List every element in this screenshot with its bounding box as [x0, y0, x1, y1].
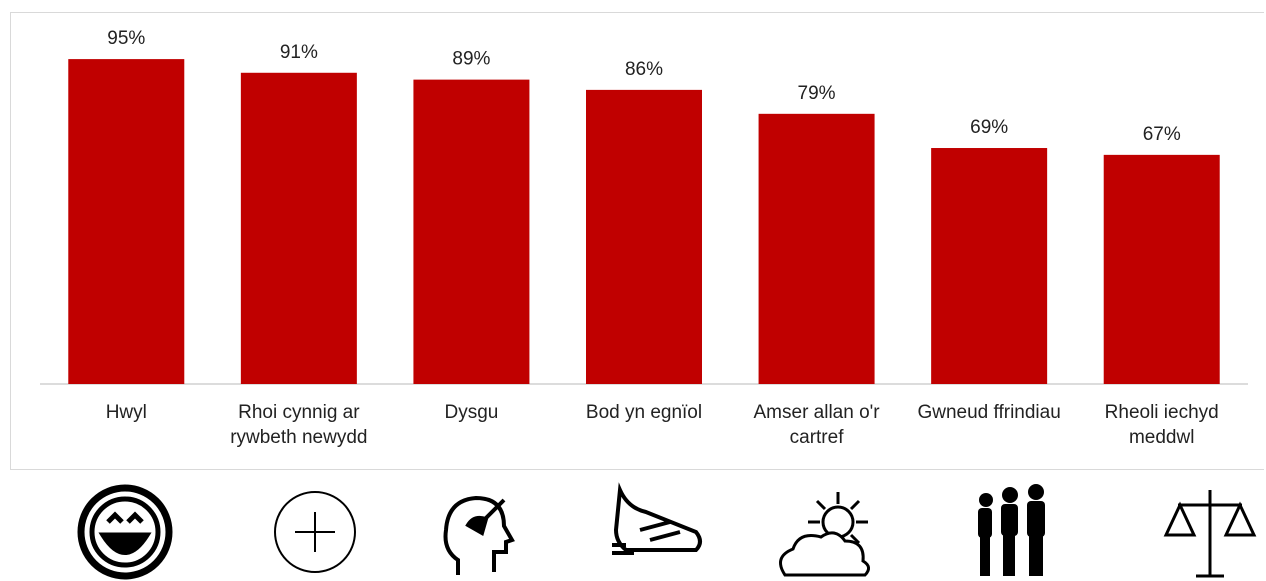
icon-plus — [274, 491, 356, 573]
icon-smiley — [77, 484, 173, 580]
x-tick-label: Gwneud ffrindiau — [917, 402, 1061, 423]
x-tick-label: Hwyl — [105, 402, 147, 423]
bar — [586, 89, 702, 384]
data-label: 79% — [798, 83, 836, 104]
data-label: 89% — [452, 49, 490, 70]
x-tick-label: Bod yn egnïol — [585, 402, 703, 423]
bar — [413, 79, 530, 385]
bar — [240, 72, 357, 384]
x-tick-label: Amser allan o'r cartref — [753, 402, 880, 448]
x-tick-label: Rheoli iechyd meddwl — [1104, 402, 1219, 448]
data-label: 91% — [280, 42, 318, 63]
icon-shoe — [612, 482, 702, 555]
icon-weather — [779, 492, 870, 577]
data-label: 95% — [107, 28, 145, 49]
icon-head — [443, 495, 515, 575]
bar — [931, 148, 1048, 384]
bar — [758, 113, 875, 384]
data-label: 86% — [625, 59, 663, 80]
data-label: 67% — [1143, 124, 1181, 145]
x-tick-label: Rhoi cynnig ar rywbeth newydd — [230, 402, 368, 448]
bar — [1103, 154, 1220, 384]
x-tick-label: Dysgu — [444, 402, 499, 423]
bar — [68, 59, 185, 384]
data-label: 69% — [970, 117, 1008, 138]
icon-scales — [1163, 490, 1257, 578]
icons — [77, 482, 1257, 580]
chart-frame — [10, 12, 1264, 470]
icon-people — [978, 484, 1045, 576]
